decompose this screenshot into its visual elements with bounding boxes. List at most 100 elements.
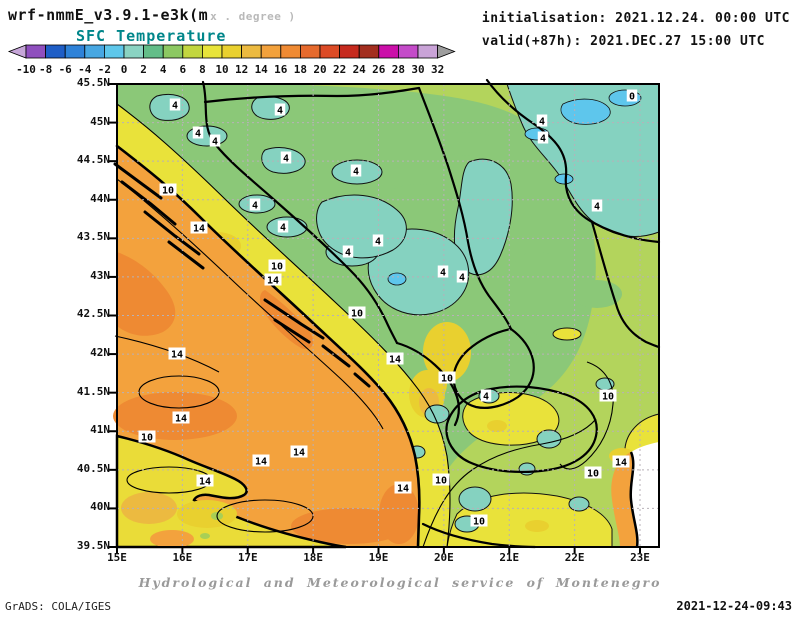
- contour-label-box: [249, 198, 261, 211]
- contour-label-box: [209, 134, 221, 147]
- contour-lines: [114, 103, 614, 548]
- contour-label: 10: [602, 392, 614, 403]
- colorbar-segment: [123, 44, 145, 59]
- contour-label-box: [268, 259, 286, 272]
- colorbar-tick-label: -4: [78, 63, 92, 76]
- lat-axis-label: 45N: [90, 114, 110, 128]
- contour-label-box: [372, 234, 384, 247]
- contour-label: 0: [629, 92, 635, 103]
- contour-label: 14: [171, 350, 183, 361]
- contour-label-box: [264, 273, 282, 286]
- colorbar-tick-label: 8: [199, 63, 206, 76]
- lon-axis-label: 18E: [303, 551, 324, 564]
- contour-label: 4: [172, 101, 178, 112]
- blue-cold-spots: [387, 89, 642, 286]
- contour-label: 14: [255, 457, 267, 468]
- model-title: wrf-nmmE_v3.9.1-e3k(m x . degree ): [8, 6, 296, 24]
- adriatic-sea: [117, 146, 420, 547]
- contour-label-box: [626, 89, 638, 102]
- colorbar-tick-label: -10: [16, 63, 36, 76]
- lon-axis-label: 21E: [499, 551, 520, 564]
- contour-label-box: [159, 183, 177, 196]
- contour-label-box: [192, 126, 204, 139]
- contour-label-box: [280, 151, 292, 164]
- colorbar-tick-label: 0: [121, 63, 128, 76]
- colorbar-tick-label: 16: [274, 63, 288, 76]
- model-units-suffix: x . degree ): [210, 10, 296, 23]
- lon-axis-label: 15E: [107, 551, 127, 564]
- contour-label-box: [470, 514, 488, 527]
- contour-label-box: [168, 347, 186, 360]
- contour-label-box: [438, 371, 456, 384]
- colorbar-segment: [280, 44, 301, 59]
- contour-label: 4: [440, 268, 446, 279]
- model-name: wrf-nmmE_v3.9.1-e3k(m: [8, 6, 209, 24]
- contour-label-box: [342, 245, 354, 258]
- colorbar-segment: [260, 44, 282, 59]
- colorbar-segment: [182, 44, 203, 59]
- lon-axis-label: 19E: [368, 551, 389, 564]
- contour-label: 10: [441, 374, 453, 385]
- colorbar-tick-label: -6: [59, 63, 73, 76]
- contour-label: 10: [435, 476, 447, 487]
- colorbar-tick-label: 28: [392, 63, 405, 76]
- contour-label-box: [432, 473, 450, 486]
- contour-label: 4: [540, 134, 546, 145]
- colorbar-segment: [417, 44, 439, 59]
- contour-label-box: [169, 98, 181, 111]
- contour-label-box: [196, 474, 214, 487]
- contour-label: 10: [587, 469, 599, 480]
- colorbar-segment: [162, 44, 184, 59]
- contour-label: 10: [473, 517, 485, 528]
- contour-label: 14: [267, 276, 279, 287]
- contour-label-box: [386, 352, 404, 365]
- lon-axis-label: 20E: [433, 551, 454, 564]
- lon-axis-label: 17E: [237, 551, 258, 564]
- islands: [113, 162, 371, 388]
- contour-label: 14: [199, 477, 211, 488]
- contour-label: 14: [397, 484, 409, 495]
- lat-axis-label: 44.5N: [76, 153, 110, 167]
- lat-axis-label: 43N: [90, 268, 110, 282]
- contour-label-box: [138, 430, 156, 443]
- colorbar-tick-label: 20: [313, 63, 326, 76]
- contour-label-box: [537, 131, 549, 144]
- colorbar-segment: [64, 44, 86, 59]
- map-frame: [116, 83, 660, 548]
- coastline: [113, 144, 421, 549]
- contour-label-box: [456, 270, 468, 283]
- colorbar-segment: [25, 44, 47, 59]
- contour-label: 4: [459, 273, 465, 284]
- contour-label-box: [348, 306, 366, 319]
- contour-label-box: [584, 466, 602, 479]
- lat-axis-label: 45.5N: [76, 76, 110, 89]
- contour-label: 14: [615, 458, 627, 469]
- lon-axis-label: 23E: [630, 551, 650, 564]
- colorbar-tick-label: -2: [98, 63, 111, 76]
- colorbar-tick-label: 30: [411, 63, 424, 76]
- contour-label-box: [612, 455, 630, 468]
- lat-axis-label: 42.5N: [76, 307, 110, 321]
- colorbar-tick-label: 32: [431, 63, 444, 76]
- contour-label: 10: [141, 433, 153, 444]
- colorbar-segment: [397, 44, 419, 59]
- colorbar-segment: [84, 44, 105, 59]
- colorbar-tick-label: 4: [160, 63, 167, 76]
- contour-label: 10: [162, 186, 174, 197]
- contour-label: 14: [175, 414, 187, 425]
- colorbar-segment: [299, 44, 321, 59]
- contour-label: 14: [389, 355, 401, 366]
- colorbar-segment: [241, 44, 262, 59]
- contour-label: 4: [594, 202, 600, 213]
- lat-axis-label: 42N: [90, 346, 110, 360]
- contour-label: 14: [193, 224, 205, 235]
- colorbar-segment: [143, 44, 164, 59]
- colorbar-tick-label: 26: [372, 63, 386, 76]
- contour-label-box: [350, 164, 362, 177]
- contour-label-box: [480, 389, 492, 402]
- latlon-gridlines: [117, 84, 659, 547]
- creation-timestamp: 2021-12-24-09:43: [676, 599, 792, 613]
- contour-label: 14: [293, 448, 305, 459]
